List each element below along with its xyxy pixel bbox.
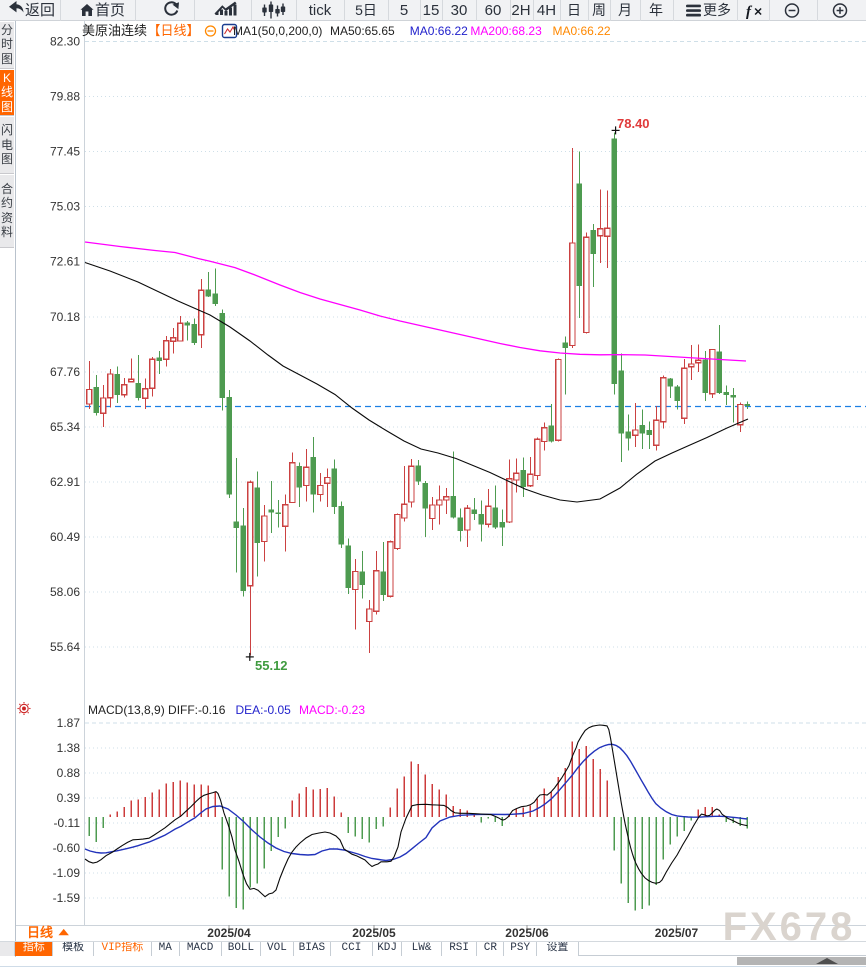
svg-text:55.12: 55.12 — [255, 658, 288, 673]
svg-text:60.49: 60.49 — [50, 530, 80, 544]
svg-text:2025/07: 2025/07 — [655, 926, 699, 940]
svg-text:-1.09: -1.09 — [53, 866, 81, 880]
svg-text:MA50:65.65: MA50:65.65 — [330, 24, 395, 38]
svg-text:MACD:-0.23: MACD:-0.23 — [299, 703, 365, 717]
svg-text:70.18: 70.18 — [50, 310, 80, 324]
svg-text:67.76: 67.76 — [50, 365, 80, 379]
svg-text:美原油连续: 美原油连续 — [82, 23, 147, 38]
svg-text:2025/04: 2025/04 — [207, 926, 251, 940]
svg-text:MA1(50,0,200,0): MA1(50,0,200,0) — [233, 24, 322, 38]
svg-text:55.64: 55.64 — [50, 640, 80, 654]
svg-text:75.03: 75.03 — [50, 200, 80, 214]
svg-text:-0.60: -0.60 — [53, 841, 81, 855]
svg-text:77.45: 77.45 — [50, 145, 80, 159]
svg-text:-1.59: -1.59 — [53, 891, 81, 905]
svg-text:DEA:-0.05: DEA:-0.05 — [236, 703, 292, 717]
svg-text:82.30: 82.30 — [50, 35, 80, 49]
svg-text:2025/05: 2025/05 — [352, 926, 396, 940]
svg-text:MA0:66.22: MA0:66.22 — [553, 24, 611, 38]
svg-text:72.61: 72.61 — [50, 255, 80, 269]
svg-text:79.88: 79.88 — [50, 90, 80, 104]
svg-text:62.91: 62.91 — [50, 475, 80, 489]
svg-text:65.34: 65.34 — [50, 420, 80, 434]
svg-text:1.87: 1.87 — [57, 716, 81, 730]
svg-text:✕: ✕ — [754, 7, 763, 19]
svg-text:2025/06: 2025/06 — [505, 926, 549, 940]
svg-text:58.06: 58.06 — [50, 585, 80, 599]
svg-text:f: f — [746, 4, 753, 20]
svg-text:0.39: 0.39 — [57, 791, 81, 805]
svg-text:日线: 日线 — [27, 925, 53, 940]
svg-text:-0.11: -0.11 — [54, 816, 81, 830]
svg-text:MA0:66.22: MA0:66.22 — [410, 24, 468, 38]
svg-text:78.40: 78.40 — [617, 116, 650, 131]
svg-text:【日线】: 【日线】 — [148, 23, 200, 38]
svg-text:MACD(13,8,9) DIFF:-0.16: MACD(13,8,9) DIFF:-0.16 — [88, 703, 226, 717]
svg-text:0.88: 0.88 — [57, 766, 81, 780]
svg-text:MA200:68.23: MA200:68.23 — [470, 24, 542, 38]
svg-text:1.38: 1.38 — [57, 741, 81, 755]
